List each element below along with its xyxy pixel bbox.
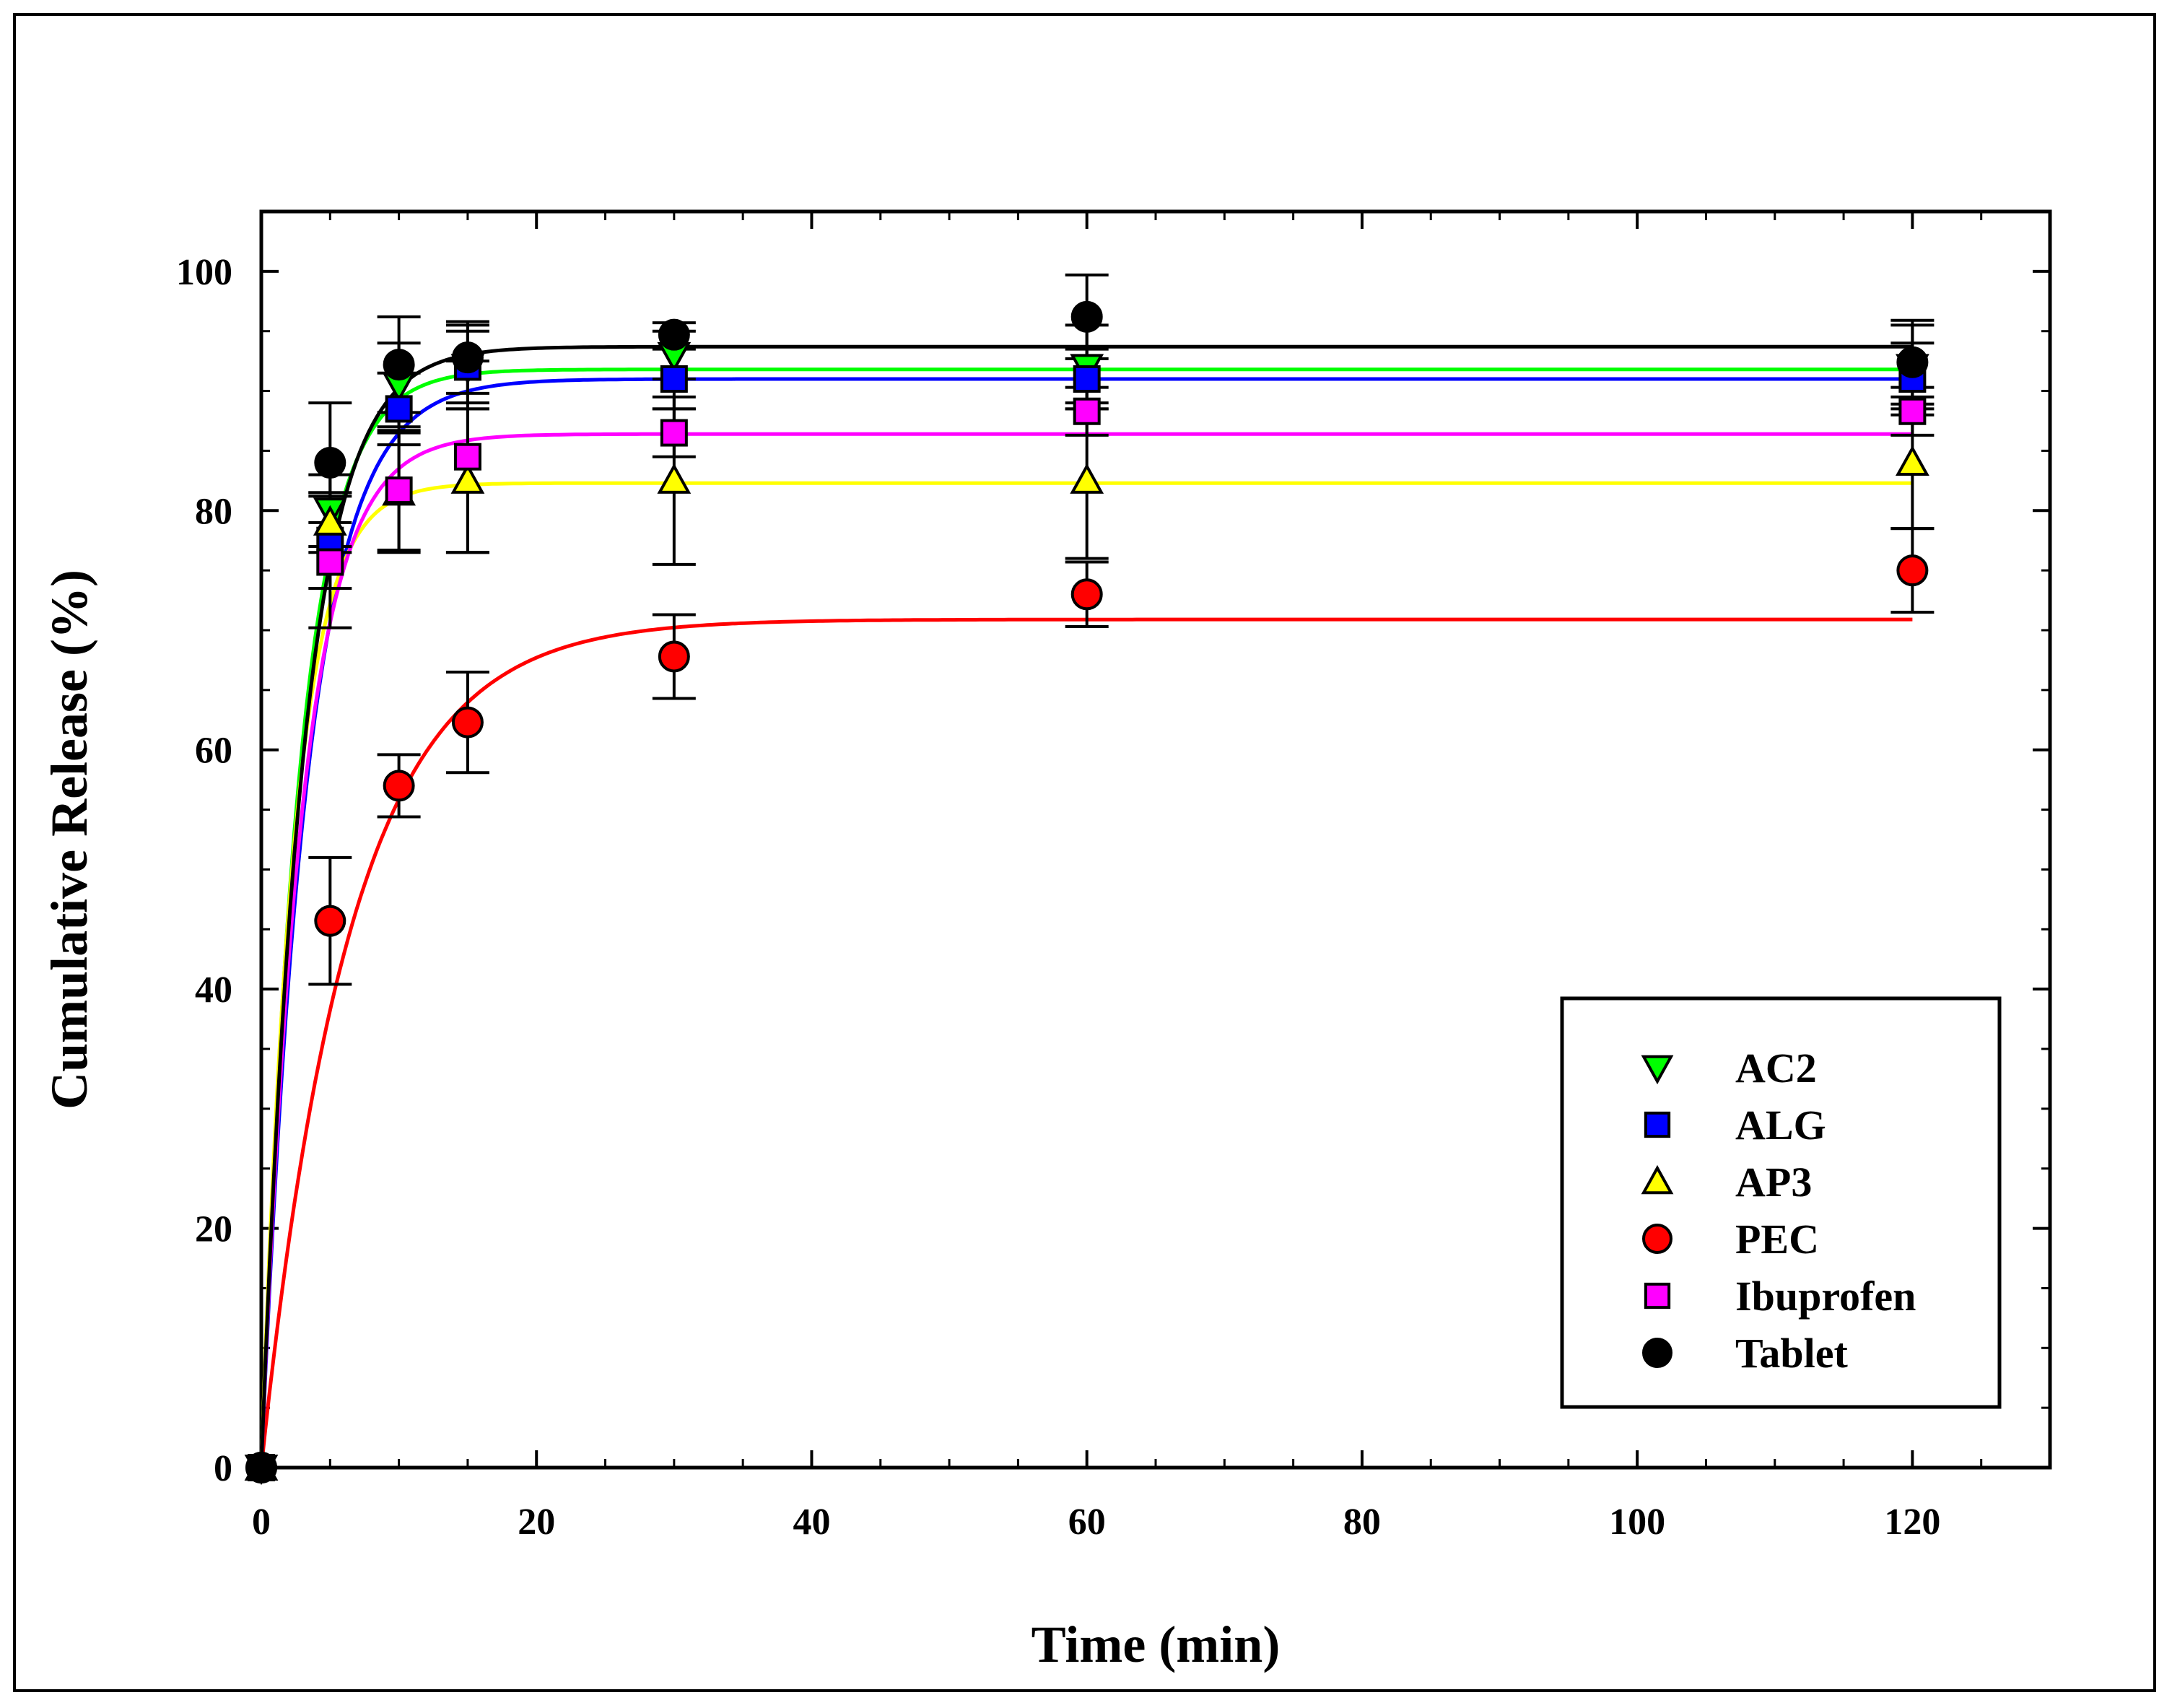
data-point-ap3 bbox=[1070, 463, 1104, 494]
legend-marker-pec bbox=[1642, 1224, 1672, 1254]
x-tick-label: 100 bbox=[1609, 1502, 1665, 1543]
data-point-ap3 bbox=[313, 505, 347, 536]
data-point-ap3 bbox=[450, 463, 485, 494]
legend-marker-ap3 bbox=[1641, 1164, 1674, 1195]
data-point-tablet bbox=[383, 349, 415, 381]
x-tick-label: 0 bbox=[252, 1502, 271, 1543]
x-tick-label: 80 bbox=[1343, 1502, 1381, 1543]
x-axis-title: Time (min) bbox=[1032, 1616, 1281, 1673]
x-tick-label: 60 bbox=[1068, 1502, 1106, 1543]
data-point-tablet bbox=[658, 318, 690, 351]
y-tick-label: 80 bbox=[195, 491, 232, 532]
data-point-ibuprofen bbox=[316, 548, 344, 576]
legend-label-alg: ALG bbox=[1735, 1102, 1826, 1149]
x-tick-label: 40 bbox=[793, 1502, 830, 1543]
data-point-ibuprofen bbox=[1073, 397, 1101, 425]
data-point-pec bbox=[451, 706, 484, 738]
y-axis-title: Cumulative Release (%) bbox=[40, 570, 98, 1110]
legend-label-tablet: Tablet bbox=[1735, 1330, 1848, 1377]
legend-marker-ibuprofen bbox=[1644, 1282, 1671, 1310]
data-point-ap3 bbox=[1895, 445, 1929, 476]
data-point-tablet bbox=[245, 1452, 277, 1483]
data-point-pec bbox=[1896, 554, 1929, 587]
data-point-ibuprofen bbox=[660, 419, 688, 447]
data-point-ibuprofen bbox=[1898, 397, 1927, 425]
data-point-pec bbox=[1070, 578, 1103, 611]
data-point-alg bbox=[1073, 365, 1101, 393]
data-point-tablet bbox=[1070, 300, 1103, 333]
data-point-pec bbox=[658, 640, 690, 673]
data-point-ap3 bbox=[657, 463, 692, 494]
data-point-tablet bbox=[451, 341, 484, 374]
legend-label-ap3: AP3 bbox=[1735, 1159, 1812, 1206]
legend-marker-alg bbox=[1644, 1111, 1671, 1138]
data-point-ibuprofen bbox=[385, 476, 413, 505]
y-tick-label: 0 bbox=[214, 1448, 232, 1489]
legend-marker-tablet bbox=[1642, 1338, 1672, 1368]
data-point-alg bbox=[660, 365, 688, 393]
legend: AC2 ALG AP3 PEC Ibuprofen Tablet bbox=[1560, 996, 2002, 1409]
legend-marker-ac2 bbox=[1641, 1055, 1674, 1085]
data-point-alg bbox=[385, 395, 413, 423]
data-point-pec bbox=[314, 905, 346, 937]
y-tick-label: 60 bbox=[195, 731, 232, 772]
x-tick-label: 120 bbox=[1884, 1502, 1940, 1543]
x-tick-label: 20 bbox=[518, 1502, 555, 1543]
legend-label-ibuprofen: Ibuprofen bbox=[1735, 1273, 1916, 1320]
y-tick-label: 40 bbox=[195, 970, 232, 1011]
legend-label-pec: PEC bbox=[1735, 1216, 1819, 1263]
legend-label-ac2: AC2 bbox=[1735, 1045, 1817, 1092]
y-tick-label: 100 bbox=[176, 252, 232, 293]
y-tick-label: 20 bbox=[195, 1209, 232, 1250]
data-point-pec bbox=[383, 770, 415, 802]
legend-box bbox=[1560, 996, 2002, 1409]
data-point-tablet bbox=[314, 447, 346, 479]
figure-frame bbox=[13, 13, 2156, 1692]
data-point-tablet bbox=[1896, 346, 1929, 378]
data-point-ibuprofen bbox=[453, 443, 481, 471]
